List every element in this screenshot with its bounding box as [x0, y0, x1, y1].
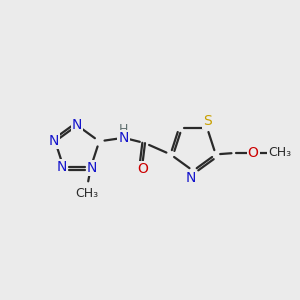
Text: O: O — [137, 162, 148, 176]
Text: O: O — [248, 146, 259, 160]
Text: S: S — [203, 114, 212, 128]
Text: N: N — [72, 118, 83, 132]
Text: N: N — [118, 131, 129, 145]
Text: N: N — [57, 160, 67, 174]
Text: N: N — [49, 134, 59, 148]
Text: CH₃: CH₃ — [76, 187, 99, 200]
Text: CH₃: CH₃ — [268, 146, 292, 159]
Text: N: N — [87, 161, 98, 175]
Text: H: H — [119, 123, 128, 136]
Text: N: N — [185, 171, 196, 185]
